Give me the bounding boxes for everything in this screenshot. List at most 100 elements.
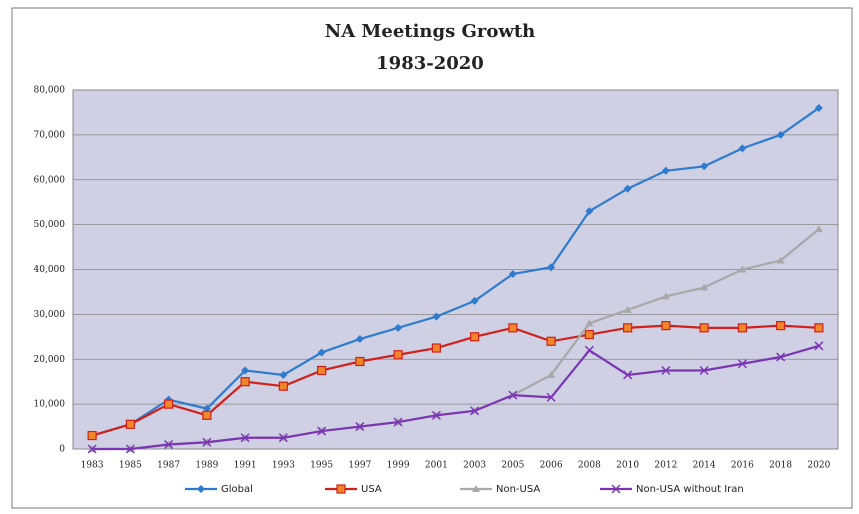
point [241,366,250,375]
x-tick-label: 2014 [693,461,716,471]
point [279,370,288,379]
point [623,370,633,380]
point [661,365,671,375]
point [699,323,709,333]
series-line [92,344,820,451]
point [776,130,785,139]
point [814,323,824,333]
x-tick-label: 1987 [157,461,180,471]
point [623,323,633,333]
point [661,320,671,331]
x-tick-label: 1985 [119,461,142,471]
point [202,404,211,413]
y-tick-label: 60,000 [34,175,66,185]
x-tick-label: 1991 [234,461,257,471]
x-tick-label: 2003 [463,461,486,471]
point [585,207,594,216]
x-tick-label: 2001 [425,461,448,471]
legend-marker [472,485,480,492]
point [584,329,594,340]
point [470,406,480,416]
point [470,332,480,342]
point [470,296,479,305]
x-tick-label: 2018 [769,461,792,471]
point [87,430,97,441]
point [546,336,556,346]
x-tick-label: 1983 [81,461,104,471]
y-tick-label: 50,000 [34,220,66,230]
point [661,292,670,300]
x-tick-label: 1993 [272,461,295,471]
point [125,444,135,454]
x-tick-label: 2005 [501,461,524,471]
point [164,399,174,409]
point [508,390,518,400]
x-tick-label: 1989 [195,461,218,471]
x-tick-label: 1999 [387,461,410,471]
point [776,256,785,264]
x-tick-label: 2020 [807,461,830,471]
y-tick-label: 70,000 [34,130,66,140]
point [431,410,441,420]
y-tick-label: 80,000 [34,86,66,96]
legend-label: Global [221,484,253,495]
legend-label: Non-USA [496,484,540,495]
chart-subtitle: 1983-2020 [376,53,484,74]
point [317,426,327,436]
point [202,437,212,447]
y-tick-label: 40,000 [34,265,66,275]
point [393,417,403,427]
series-line [91,324,819,437]
point [737,323,747,333]
x-tick-label: 2008 [578,461,601,471]
point [699,365,709,375]
point [240,377,250,387]
point [814,103,823,112]
point [623,305,632,313]
point [776,352,786,362]
point [355,335,364,344]
x-tick-label: 2016 [731,461,754,471]
point [738,144,747,153]
point [661,166,670,175]
legend-label: Non-USA without Iran [636,484,744,495]
point [87,444,97,454]
y-tick-label: 0 [59,445,65,455]
legend-marker [611,484,621,494]
point [508,323,518,333]
point [623,184,632,193]
x-tick-label: 1995 [310,461,333,471]
y-tick-label: 10,000 [34,400,66,410]
point [355,422,365,432]
point [278,433,288,443]
point [547,370,556,378]
point [737,359,747,369]
point [585,319,594,327]
point [278,381,288,391]
point [393,350,403,360]
point [776,320,786,331]
point [814,225,823,233]
point [125,419,135,429]
legend-marker [197,485,205,493]
point [317,365,327,376]
point [394,323,403,332]
point [508,269,517,278]
point [584,345,594,355]
point [240,433,250,443]
point [202,410,212,420]
x-tick-label: 2006 [540,461,563,471]
y-tick-label: 30,000 [34,310,66,320]
x-tick-label: 1997 [348,461,371,471]
point [431,343,441,353]
point [547,263,556,272]
point [700,283,709,291]
point [432,312,441,321]
chart-title: NA Meetings Growth [325,21,536,42]
x-tick-label: 2010 [616,461,639,471]
point [700,162,709,171]
point [814,341,824,351]
series-line [91,107,820,437]
x-tick-label: 2012 [654,461,677,471]
